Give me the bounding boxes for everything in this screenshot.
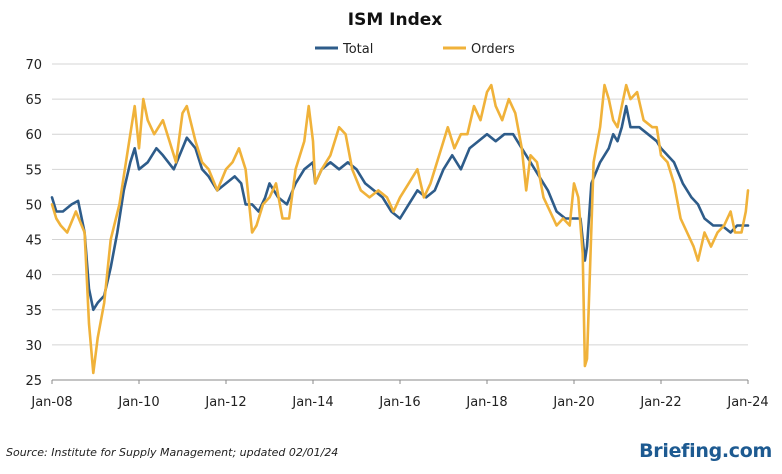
x-tick-label: Jan-16	[378, 395, 420, 410]
y-tick-label: 65	[25, 93, 42, 108]
x-tick-label: Jan-10	[117, 395, 159, 410]
y-tick-label: 45	[25, 234, 42, 249]
x-tick-label: Jan-14	[291, 395, 333, 410]
x-tick-label: Jan-24	[726, 395, 768, 410]
y-tick-label: 50	[25, 198, 42, 213]
legend-total-label: Total	[342, 42, 373, 57]
x-tick-label: Jan-20	[552, 395, 594, 410]
brand-logo: Briefing.com	[639, 440, 772, 462]
legend: Total Orders	[315, 42, 515, 57]
gridlines	[52, 63, 748, 381]
y-tick-label: 35	[25, 304, 42, 319]
series-line-total	[50, 104, 750, 312]
x-tick-label: Jan-08	[30, 395, 72, 410]
y-tick-label: 55	[25, 163, 42, 178]
y-tick-label: 60	[25, 128, 42, 143]
y-tick-label: 25	[25, 374, 42, 389]
y-tick-label: 40	[25, 269, 42, 284]
y-axis: 25 30 35 40 45 50 55 60 65 70	[25, 58, 42, 389]
x-tick-label: Jan-22	[639, 395, 681, 410]
y-tick-label: 30	[25, 339, 42, 354]
legend-orders-label: Orders	[471, 42, 515, 57]
series-line-orders	[50, 83, 750, 375]
source-note: Source: Institute for Supply Management;…	[6, 446, 339, 459]
plot-series	[50, 83, 750, 375]
x-tick-label: Jan-12	[204, 395, 246, 410]
chart-title: ISM Index	[348, 10, 443, 30]
x-axis: Jan-08 Jan-10 Jan-12 Jan-14 Jan-16 Jan-18 Jan-…	[30, 380, 769, 410]
x-tick-label: Jan-18	[465, 395, 507, 410]
y-tick-label: 70	[25, 58, 42, 73]
